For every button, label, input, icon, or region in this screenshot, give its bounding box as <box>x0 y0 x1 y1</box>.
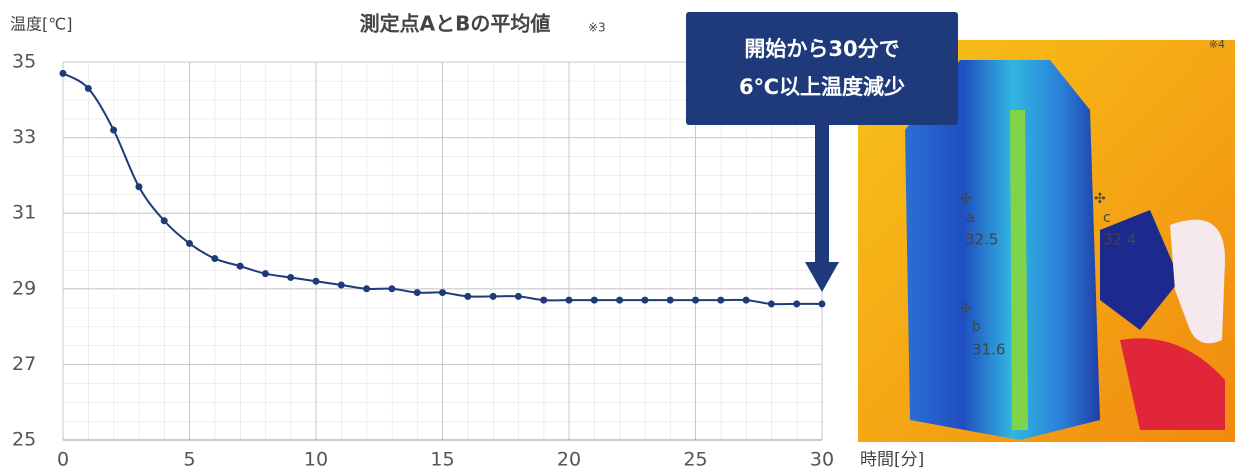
y-tick-label: 33 <box>12 126 36 148</box>
x-tick-label: 25 <box>683 449 707 471</box>
x-tick-label: 0 <box>57 449 69 471</box>
callout: 開始から30分で 6℃以上温度減少 <box>686 12 958 292</box>
y-tick-label: 27 <box>12 353 36 375</box>
data-point <box>135 183 143 191</box>
thermal-shadow <box>1100 210 1180 330</box>
image-note: ※4 <box>1209 38 1225 51</box>
data-point <box>540 296 548 304</box>
point-marker: ✣ <box>1094 191 1106 207</box>
y-tick-label: 25 <box>12 429 36 451</box>
point-value: 32.5 <box>965 231 998 249</box>
data-point <box>717 296 725 304</box>
data-point <box>489 292 497 300</box>
point-label: a <box>966 210 975 226</box>
y-tick-label: 31 <box>12 202 36 224</box>
data-point <box>388 285 396 293</box>
chart-note: ※3 <box>588 21 606 35</box>
data-point <box>236 262 244 270</box>
thermal-hot <box>1120 338 1225 430</box>
data-point <box>742 296 750 304</box>
data-point <box>84 84 92 92</box>
data-point <box>287 273 295 281</box>
x-axis-title: 時間[分] <box>860 450 924 470</box>
data-point <box>439 289 446 297</box>
y-tick-label: 29 <box>12 277 36 299</box>
thermal-tent <box>905 60 1100 440</box>
data-point <box>337 281 345 289</box>
data-point <box>818 300 826 308</box>
callout-arrow-shaft <box>815 125 829 265</box>
point-label: c <box>1103 210 1111 226</box>
x-tick-label: 20 <box>557 449 581 471</box>
data-point <box>363 285 371 293</box>
chart-title: 測定点AとBの平均値 <box>360 12 551 36</box>
x-tick-label: 15 <box>430 449 454 471</box>
point-value: 32.4 <box>1103 231 1136 249</box>
callout-box <box>686 12 958 125</box>
data-point <box>312 277 320 285</box>
data-point <box>261 270 269 278</box>
data-point <box>641 296 649 304</box>
thermal-pole <box>1010 110 1028 430</box>
data-point <box>211 255 219 263</box>
thermal-image: ※4 ✣ a 32.5 ✣ b 31.6 ✣ c 32.4 <box>858 38 1235 442</box>
point-marker: ✣ <box>960 301 972 317</box>
data-point <box>464 292 472 300</box>
callout-text: 6℃以上温度減少 <box>739 75 905 99</box>
point-value: 31.6 <box>972 341 1005 359</box>
data-point <box>692 296 699 304</box>
data-point <box>565 296 573 304</box>
x-tick-label: 10 <box>304 449 328 471</box>
data-point <box>616 296 624 304</box>
data-point <box>590 296 598 304</box>
x-tick-label: 30 <box>810 449 834 471</box>
data-point <box>413 289 421 297</box>
data-point <box>59 69 67 77</box>
data-point <box>514 292 522 300</box>
y-tick-label: 35 <box>12 51 36 73</box>
y-axis-title: 温度[℃] <box>10 15 72 34</box>
data-point <box>666 296 674 304</box>
callout-arrow-head <box>805 262 839 292</box>
data-point <box>110 126 118 134</box>
point-label: b <box>972 319 981 335</box>
data-point <box>160 217 168 225</box>
data-point <box>793 300 801 308</box>
point-marker: ✣ <box>960 191 972 207</box>
thermal-person <box>1170 219 1225 344</box>
data-point <box>767 300 775 308</box>
x-tick-label: 5 <box>183 449 195 471</box>
data-point <box>186 239 193 247</box>
callout-text: 開始から30分で <box>744 37 899 61</box>
